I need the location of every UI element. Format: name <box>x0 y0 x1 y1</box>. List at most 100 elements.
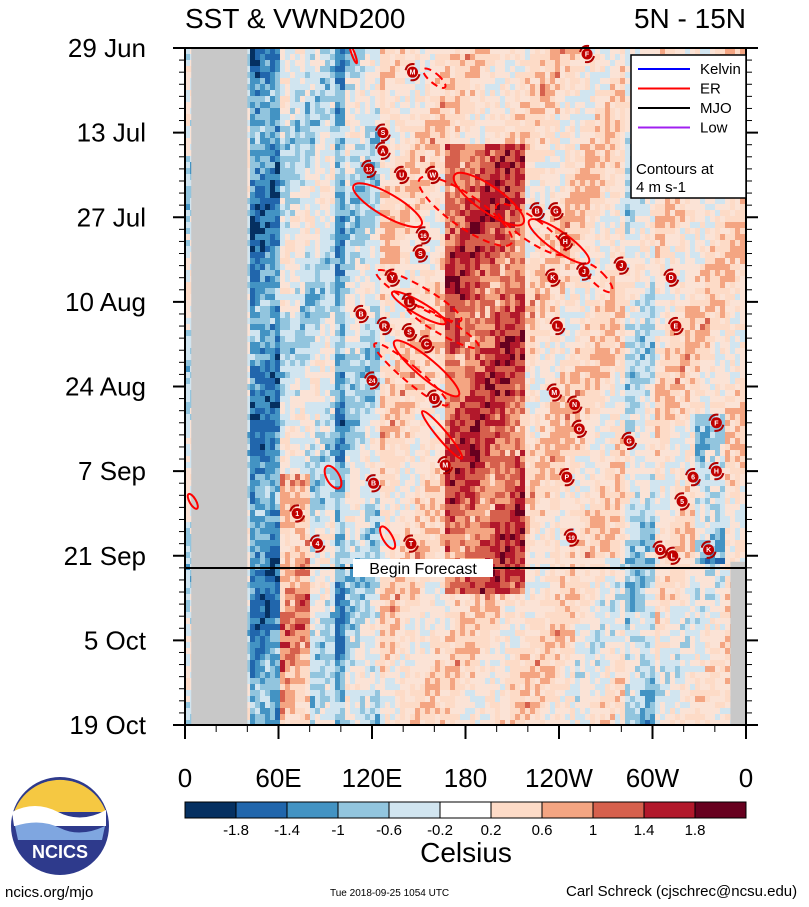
field-cell <box>315 342 320 348</box>
field-cell <box>660 264 665 270</box>
field-cell <box>510 288 515 294</box>
field-cell <box>320 294 325 300</box>
field-cell <box>600 372 605 378</box>
field-cell <box>565 90 570 96</box>
field-cell <box>465 306 470 312</box>
field-cell <box>275 96 280 102</box>
field-cell <box>730 222 735 228</box>
field-cell <box>560 306 565 312</box>
field-cell <box>630 384 635 390</box>
field-cell <box>505 168 510 174</box>
field-cell <box>605 114 610 120</box>
field-cell <box>495 150 500 156</box>
field-cell <box>330 264 335 270</box>
field-cell <box>320 210 325 216</box>
field-cell <box>725 312 730 318</box>
field-cell <box>390 186 395 192</box>
field-cell <box>400 126 405 132</box>
field-cell <box>545 306 550 312</box>
field-cell <box>625 390 630 396</box>
field-cell <box>335 318 340 324</box>
field-cell <box>350 138 355 144</box>
field-cell <box>495 300 500 306</box>
field-cell <box>445 180 450 186</box>
field-cell <box>495 198 500 204</box>
field-cell <box>730 360 735 366</box>
field-cell <box>480 210 485 216</box>
field-cell <box>410 150 415 156</box>
field-cell <box>520 114 525 120</box>
field-cell <box>345 72 350 78</box>
field-cell <box>325 72 330 78</box>
field-cell <box>290 210 295 216</box>
field-cell <box>380 246 385 252</box>
field-cell <box>585 366 590 372</box>
field-cell <box>335 246 340 252</box>
field-cell <box>365 288 370 294</box>
field-cell <box>375 360 380 366</box>
field-cell <box>685 342 690 348</box>
field-cell <box>425 144 430 150</box>
field-cell <box>575 276 580 282</box>
field-cell <box>265 204 270 210</box>
field-cell <box>430 312 435 318</box>
field-cell <box>340 258 345 264</box>
field-cell <box>325 96 330 102</box>
field-cell <box>530 174 535 180</box>
field-cell <box>265 342 270 348</box>
field-cell <box>390 114 395 120</box>
field-cell <box>245 72 250 78</box>
field-cell <box>425 318 430 324</box>
field-cell <box>625 192 630 198</box>
field-cell <box>395 216 400 222</box>
field-cell <box>605 90 610 96</box>
field-cell <box>665 330 670 336</box>
field-cell <box>515 318 520 324</box>
field-cell <box>650 210 655 216</box>
field-cell <box>580 72 585 78</box>
field-cell <box>450 144 455 150</box>
field-cell <box>620 372 625 378</box>
field-cell <box>550 78 555 84</box>
field-cell <box>540 54 545 60</box>
field-cell <box>255 372 260 378</box>
field-cell <box>565 336 570 342</box>
field-cell <box>525 246 530 252</box>
field-cell <box>325 114 330 120</box>
field-cell <box>285 258 290 264</box>
field-cell <box>625 102 630 108</box>
field-cell <box>605 234 610 240</box>
field-cell <box>395 162 400 168</box>
field-cell <box>285 138 290 144</box>
field-cell <box>665 312 670 318</box>
field-cell <box>670 354 675 360</box>
field-cell <box>650 324 655 330</box>
field-cell <box>535 168 540 174</box>
field-cell <box>325 216 330 222</box>
field-cell <box>415 66 420 72</box>
field-cell <box>430 270 435 276</box>
field-cell <box>670 360 675 366</box>
field-cell <box>245 318 250 324</box>
field-cell <box>570 234 575 240</box>
field-cell <box>615 78 620 84</box>
field-cell <box>420 186 425 192</box>
field-cell <box>620 84 625 90</box>
field-cell <box>280 264 285 270</box>
field-cell <box>310 186 315 192</box>
field-cell <box>335 300 340 306</box>
field-cell <box>625 306 630 312</box>
field-cell <box>250 390 255 396</box>
field-cell <box>420 366 425 372</box>
field-cell <box>335 84 340 90</box>
field-cell <box>500 270 505 276</box>
field-cell <box>605 186 610 192</box>
field-cell <box>530 324 535 330</box>
field-cell <box>620 282 625 288</box>
field-cell <box>550 264 555 270</box>
field-cell <box>585 360 590 366</box>
field-cell <box>310 228 315 234</box>
field-cell <box>535 306 540 312</box>
field-cell <box>600 342 605 348</box>
field-cell <box>510 144 515 150</box>
